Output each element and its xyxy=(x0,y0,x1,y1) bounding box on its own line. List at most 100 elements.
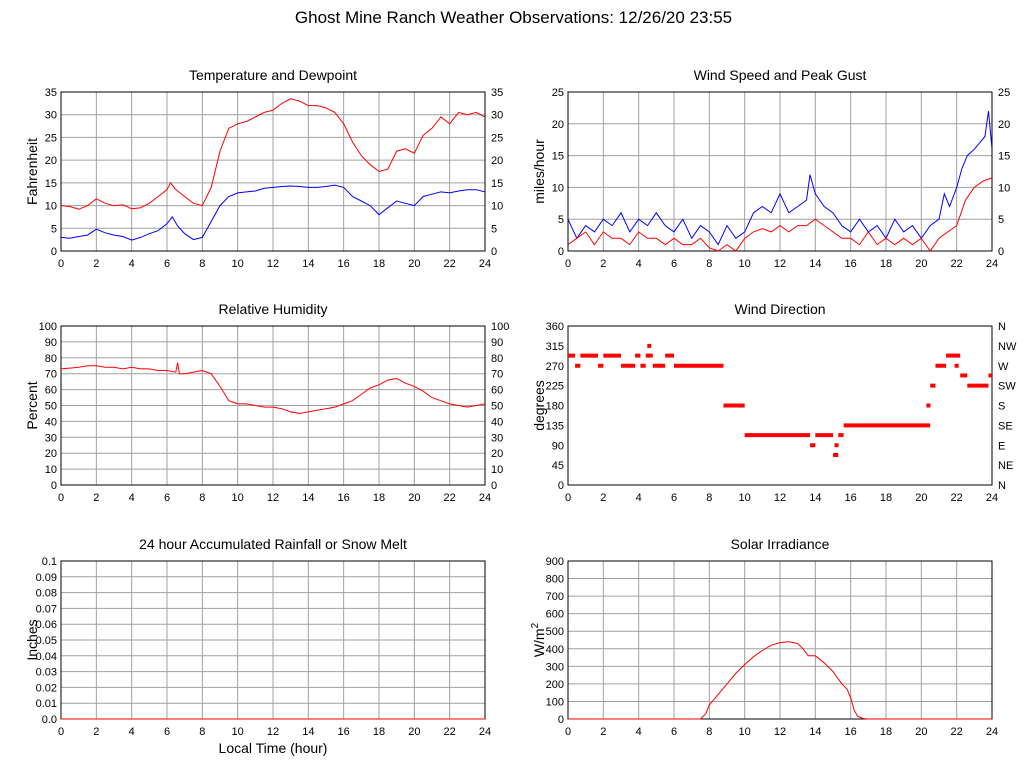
x-tick-label: 6 xyxy=(164,726,170,738)
chart-title: Wind Speed and Peak Gust xyxy=(694,67,867,83)
right-tick-label: 20 xyxy=(491,448,503,460)
right-tick-label: S xyxy=(998,401,1005,413)
x-tick-label: 24 xyxy=(986,726,998,738)
right-tick-label: 30 xyxy=(491,432,503,444)
y-tick-label: 400 xyxy=(546,644,564,656)
series-line xyxy=(568,177,992,252)
right-tick-label: NE xyxy=(998,460,1013,472)
x-tick-label: 4 xyxy=(636,492,642,504)
x-tick-label: 8 xyxy=(199,492,205,504)
x-tick-label: 20 xyxy=(915,258,927,270)
x-tick-label: 20 xyxy=(408,258,420,270)
right-tick-label: 0 xyxy=(491,246,497,258)
right-tick-label: 20 xyxy=(998,119,1010,131)
y-tick-label: 900 xyxy=(546,556,564,568)
direction-point xyxy=(954,363,959,368)
x-tick-label: 18 xyxy=(880,258,892,270)
x-tick-label: 4 xyxy=(636,258,642,270)
x-tick-label: 14 xyxy=(302,492,314,504)
direction-point xyxy=(926,403,931,408)
x-tick-label: 10 xyxy=(232,492,244,504)
x-tick-label: 12 xyxy=(774,492,786,504)
right-tick-label: 5 xyxy=(491,223,497,235)
x-tick-label: 8 xyxy=(706,492,712,504)
y-tick-label: 70 xyxy=(45,369,57,381)
y-tick-label: 0 xyxy=(558,246,564,258)
y-tick-label: 0.05 xyxy=(36,635,57,647)
y-tick-label: 15 xyxy=(45,178,57,190)
x-tick-label: 2 xyxy=(600,726,606,738)
x-tick-label: 20 xyxy=(408,726,420,738)
x-tick-label: 14 xyxy=(302,258,314,270)
right-tick-label: SW xyxy=(998,381,1016,393)
right-tick-label: N xyxy=(998,321,1006,333)
y-tick-label: 20 xyxy=(552,119,564,131)
y-axis-label: Percent xyxy=(24,381,40,429)
x-tick-label: 24 xyxy=(479,492,491,504)
x-tick-label: 0 xyxy=(565,726,571,738)
right-tick-label: 0 xyxy=(491,480,497,492)
y-tick-label: 300 xyxy=(546,661,564,673)
y-axis-label: Inches xyxy=(24,619,40,660)
x-tick-label: 4 xyxy=(129,726,135,738)
x-tick-label: 14 xyxy=(809,492,821,504)
x-tick-label: 12 xyxy=(267,258,279,270)
right-tick-label: 100 xyxy=(491,321,509,333)
y-tick-label: 0.1 xyxy=(42,556,57,568)
y-tick-label: 35 xyxy=(45,87,57,99)
plot-frame xyxy=(567,560,993,720)
x-tick-label: 22 xyxy=(444,726,456,738)
y-tick-label: 135 xyxy=(546,420,564,432)
right-tick-label: 40 xyxy=(491,416,503,428)
y-tick-label: 15 xyxy=(552,151,564,163)
x-tick-label: 6 xyxy=(671,726,677,738)
y-tick-label: 90 xyxy=(45,337,57,349)
y-tick-label: 5 xyxy=(558,214,564,226)
x-tick-label: 2 xyxy=(600,492,606,504)
x-tick-label: 24 xyxy=(986,492,998,504)
right-tick-label: NW xyxy=(998,341,1017,353)
x-tick-label: 12 xyxy=(774,726,786,738)
chart-title: 24 hour Accumulated Rainfall or Snow Mel… xyxy=(139,536,407,552)
series-line xyxy=(61,98,485,210)
x-tick-label: 0 xyxy=(58,726,64,738)
x-axis-label: Local Time (hour) xyxy=(219,740,328,756)
right-tick-label: E xyxy=(998,440,1005,452)
y-tick-label: 225 xyxy=(546,381,564,393)
data-layer xyxy=(568,641,992,720)
x-tick-label: 0 xyxy=(565,258,571,270)
right-tick-label: 15 xyxy=(998,151,1010,163)
y-tick-label: 40 xyxy=(45,416,57,428)
y-tick-label: 25 xyxy=(45,132,57,144)
x-tick-label: 10 xyxy=(232,258,244,270)
x-tick-label: 22 xyxy=(444,258,456,270)
right-tick-label: W xyxy=(998,361,1009,373)
x-tick-label: 6 xyxy=(164,492,170,504)
y-tick-label: 315 xyxy=(546,341,564,353)
x-tick-label: 16 xyxy=(338,726,350,738)
x-tick-label: 0 xyxy=(58,258,64,270)
x-tick-label: 10 xyxy=(739,492,751,504)
right-tick-label: 20 xyxy=(491,155,503,167)
right-tick-label: 60 xyxy=(491,385,503,397)
x-tick-label: 18 xyxy=(373,492,385,504)
y-tick-label: 800 xyxy=(546,574,564,586)
right-tick-label: 10 xyxy=(491,464,503,476)
x-tick-label: 16 xyxy=(338,258,350,270)
y-tick-label: 0.03 xyxy=(36,667,57,679)
y-tick-label: 100 xyxy=(546,696,564,708)
x-tick-label: 6 xyxy=(671,492,677,504)
x-tick-label: 18 xyxy=(373,726,385,738)
series-line xyxy=(568,641,992,720)
right-tick-label: 10 xyxy=(998,182,1010,194)
y-axis-label: degrees xyxy=(531,380,547,431)
x-tick-label: 8 xyxy=(706,726,712,738)
y-tick-label: 10 xyxy=(45,201,57,213)
series-line xyxy=(61,184,485,241)
x-tick-label: 18 xyxy=(373,258,385,270)
